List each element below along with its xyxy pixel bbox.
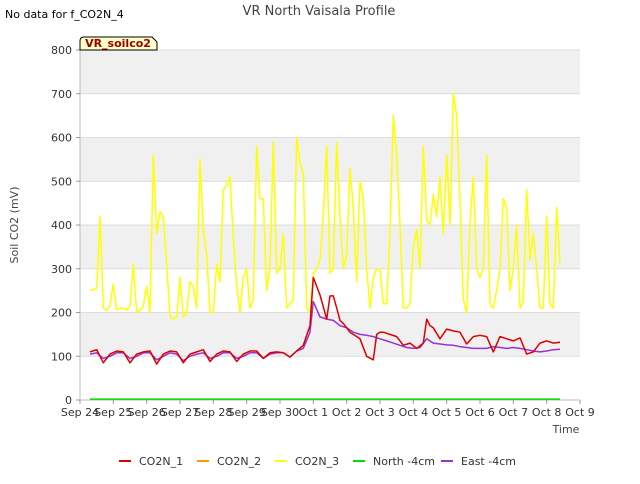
x-tick-label: Sep 28 bbox=[194, 406, 232, 419]
legend-label-east-4cm: East -4cm bbox=[461, 455, 516, 468]
legend-label-co2n-2: CO2N_2 bbox=[217, 455, 261, 468]
y-axis-label: Soil CO2 (mV) bbox=[8, 187, 21, 264]
x-tick-label: Sep 30 bbox=[261, 406, 299, 419]
x-tick-label: Oct 3 bbox=[365, 406, 395, 419]
y-tick-label: 500 bbox=[51, 175, 72, 188]
legend-label-north-4cm: North -4cm bbox=[373, 455, 435, 468]
series-line-co2n-1 bbox=[89, 276, 561, 365]
y-tick-label: 400 bbox=[51, 219, 72, 232]
x-tick-label: Oct 9 bbox=[565, 406, 595, 419]
legend-label-co2n-3: CO2N_3 bbox=[295, 455, 339, 468]
x-tick-label: Sep 29 bbox=[228, 406, 266, 419]
x-tick-label: Sep 24 bbox=[61, 406, 99, 419]
y-tick-label: 100 bbox=[51, 350, 72, 363]
x-tick-label: Oct 8 bbox=[532, 406, 562, 419]
grid-bands bbox=[80, 50, 580, 357]
grid-band bbox=[80, 50, 580, 94]
grid-band bbox=[80, 137, 580, 182]
x-axis-label: Time bbox=[552, 423, 580, 436]
grid-lines bbox=[80, 49, 580, 401]
x-tick-label: Oct 2 bbox=[332, 406, 362, 419]
badge: VR_soilco2 bbox=[79, 36, 158, 51]
x-tick-label: Oct 6 bbox=[465, 406, 495, 419]
series-line-co2n-3 bbox=[89, 93, 561, 320]
chart-title: VR North Vaisala Profile bbox=[243, 4, 396, 19]
legend-label-co2n-1: CO2N_1 bbox=[139, 455, 183, 468]
badge-box bbox=[79, 36, 158, 51]
y-tick-label: 0 bbox=[65, 394, 72, 407]
x-tick-label: Oct 1 bbox=[299, 406, 329, 419]
y-tick-label: 700 bbox=[51, 88, 72, 101]
series-line-east-4cm bbox=[89, 300, 561, 362]
x-tick-label: Sep 26 bbox=[128, 406, 166, 419]
no-data-note: No data for f_CO2N_4 bbox=[5, 8, 124, 21]
legend: CO2N_1 CO2N_2 CO2N_3 North -4cm East -4cm bbox=[119, 455, 516, 468]
series-lines bbox=[89, 93, 561, 400]
y-ticks: 0 100 200 300 400 500 600 700 800 bbox=[51, 44, 80, 407]
badge-text: VR_soilco2 bbox=[85, 37, 151, 50]
x-tick-label: Sep 27 bbox=[161, 406, 199, 419]
y-tick-label: 600 bbox=[51, 132, 72, 145]
x-tick-label: Oct 7 bbox=[499, 406, 529, 419]
x-tick-label: Oct 5 bbox=[432, 406, 462, 419]
y-tick-label: 800 bbox=[51, 44, 72, 57]
y-tick-label: 300 bbox=[51, 263, 72, 276]
x-tick-label: Oct 4 bbox=[399, 406, 429, 419]
x-tick-label: Sep 25 bbox=[94, 406, 132, 419]
y-tick-label: 200 bbox=[51, 307, 72, 320]
